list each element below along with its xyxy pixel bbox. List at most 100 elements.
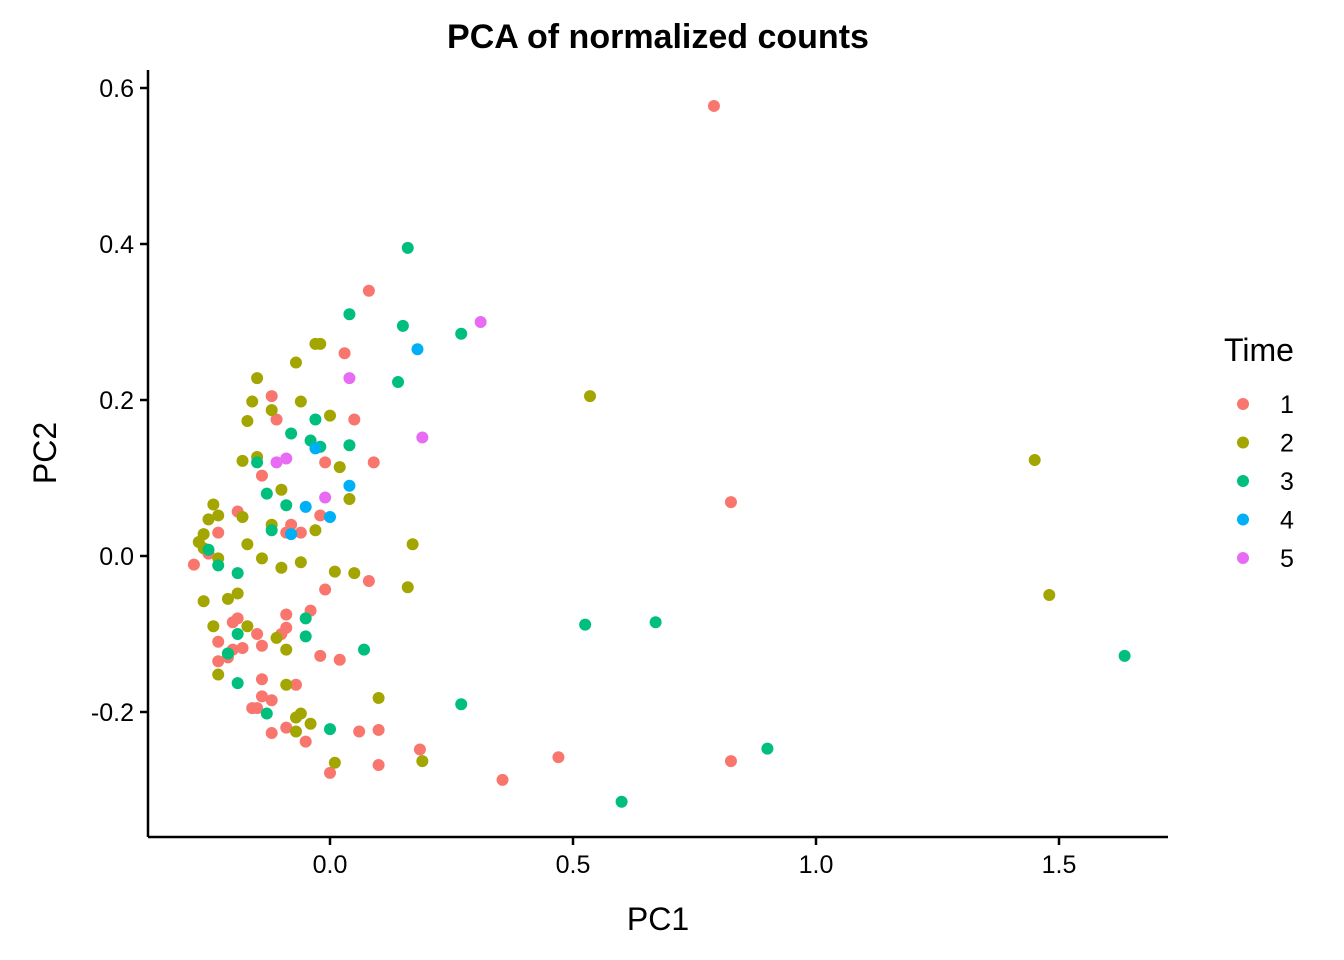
- data-point-time-4: [285, 528, 298, 541]
- x-axis-title: PC1: [627, 901, 689, 937]
- data-point-time-2: [241, 620, 254, 633]
- data-point-time-1: [246, 702, 259, 715]
- data-point-time-3: [401, 241, 414, 254]
- data-point-time-2: [270, 631, 283, 644]
- data-point-time-3: [299, 630, 312, 643]
- legend-label: 2: [1280, 430, 1294, 458]
- data-point-time-2: [289, 725, 302, 738]
- data-point-time-2: [212, 509, 225, 522]
- chart-title: PCA of normalized counts: [447, 18, 869, 56]
- data-point-time-2: [1043, 589, 1056, 601]
- plot-points: [187, 99, 1131, 808]
- y-axis-title: PC2: [27, 422, 63, 484]
- data-point-time-1: [314, 649, 327, 662]
- legend-label: 4: [1280, 507, 1294, 535]
- data-point-time-1: [362, 574, 375, 587]
- data-point-time-2: [333, 461, 346, 474]
- data-point-time-1: [265, 727, 278, 740]
- data-point-time-2: [328, 756, 341, 769]
- legend-key-3: [1237, 475, 1249, 487]
- data-point-time-3: [455, 327, 468, 340]
- data-point-time-2: [241, 538, 254, 551]
- data-point-time-2: [246, 395, 259, 408]
- data-point-time-2: [207, 498, 220, 511]
- legend-title: Time: [1224, 332, 1294, 368]
- data-point-time-1: [255, 469, 268, 482]
- data-point-time-3: [579, 618, 592, 631]
- legend: Time 1 2 3 4 5: [1224, 332, 1294, 573]
- data-point-time-1: [226, 616, 239, 629]
- data-point-time-2: [309, 524, 322, 537]
- data-point-time-2: [372, 691, 385, 704]
- data-point-time-3: [343, 308, 356, 321]
- x-tick-label: 0.0: [313, 851, 348, 879]
- data-point-time-1: [372, 723, 385, 736]
- data-point-time-1: [496, 773, 509, 786]
- data-point-time-2: [289, 356, 302, 369]
- data-point-time-2: [275, 561, 288, 574]
- data-point-time-2: [280, 678, 293, 691]
- data-point-time-2: [280, 643, 293, 656]
- data-point-time-4: [411, 343, 424, 356]
- legend-key-5: [1237, 552, 1249, 564]
- data-point-time-1: [255, 673, 268, 686]
- data-point-time-2: [289, 711, 302, 724]
- legend-label: 5: [1280, 545, 1294, 573]
- data-point-time-3: [309, 413, 322, 426]
- data-point-time-3: [212, 559, 225, 572]
- data-point-time-5: [319, 491, 332, 504]
- data-point-time-3: [231, 567, 244, 580]
- data-point-time-2: [294, 395, 307, 408]
- legend-key-2: [1237, 436, 1249, 449]
- data-point-time-3: [615, 795, 628, 808]
- data-point-time-2: [401, 581, 414, 594]
- data-point-time-1: [236, 642, 249, 655]
- data-point-time-1: [333, 653, 346, 666]
- data-point-time-3: [761, 742, 774, 755]
- data-point-time-1: [314, 509, 327, 522]
- data-point-time-1: [280, 608, 293, 621]
- data-point-time-1: [289, 678, 302, 691]
- data-point-time-2: [202, 513, 215, 526]
- y-axis: -0.2 0.0 0.2 0.4 0.6: [91, 70, 150, 837]
- data-point-time-1: [251, 628, 264, 640]
- data-point-time-2: [236, 454, 249, 467]
- data-point-time-2: [255, 552, 268, 565]
- x-tick-label: 1.5: [1042, 851, 1077, 879]
- y-tick-label: 0.2: [99, 387, 134, 415]
- data-point-time-3: [231, 677, 244, 690]
- data-point-time-4: [343, 479, 356, 492]
- data-point-time-3: [343, 439, 356, 452]
- data-point-time-1: [353, 725, 366, 738]
- y-tick-label: 0.0: [99, 543, 134, 571]
- legend-label: 1: [1280, 391, 1294, 419]
- data-point-time-3: [251, 456, 264, 469]
- data-point-time-2: [324, 409, 336, 422]
- y-tick-label: -0.2: [91, 699, 134, 727]
- data-point-time-2: [584, 390, 597, 403]
- data-point-time-3: [285, 427, 298, 440]
- data-point-time-2: [348, 567, 361, 580]
- data-point-time-5: [270, 456, 283, 469]
- data-point-time-2: [275, 483, 288, 496]
- y-tick-label: 0.4: [99, 231, 134, 259]
- data-point-time-3: [280, 499, 293, 512]
- data-point-time-3: [299, 612, 312, 625]
- data-point-time-2: [294, 556, 307, 569]
- data-point-time-3: [260, 487, 273, 500]
- data-point-time-2: [416, 755, 429, 768]
- data-point-time-1: [270, 413, 283, 426]
- data-point-time-1: [372, 759, 385, 772]
- data-point-time-1: [319, 456, 332, 469]
- data-point-time-5: [416, 431, 429, 444]
- x-tick-label: 1.0: [799, 851, 834, 879]
- data-point-time-4: [324, 511, 336, 523]
- data-point-time-1: [255, 639, 268, 652]
- data-point-time-3: [324, 723, 336, 736]
- data-point-time-2: [221, 592, 234, 605]
- data-point-time-2: [1028, 454, 1041, 467]
- data-point-time-3: [1118, 649, 1131, 662]
- data-point-time-1: [552, 751, 565, 764]
- data-point-time-3: [265, 524, 278, 537]
